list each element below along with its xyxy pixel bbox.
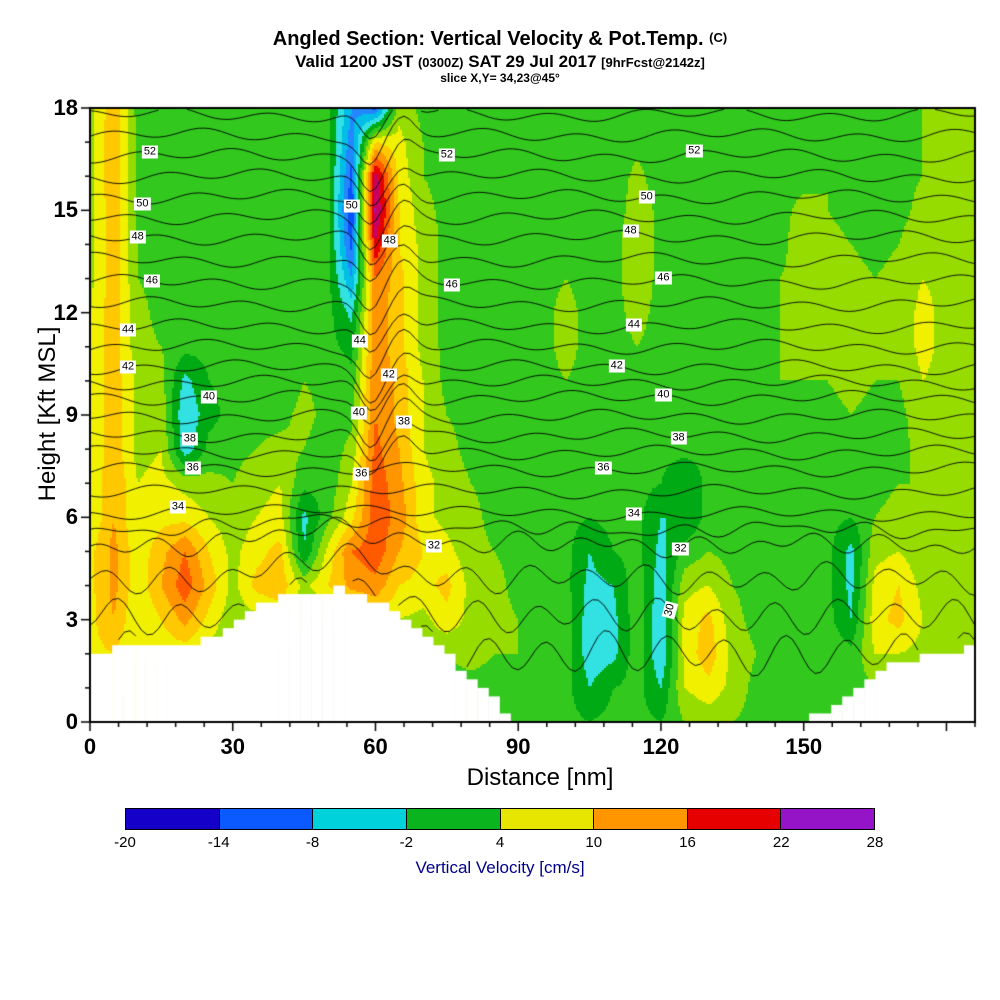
colorbar-tick-label: -14	[207, 834, 230, 851]
x-tick-label: 0	[83, 734, 97, 759]
contour-label: 42	[608, 359, 625, 373]
contour-label: 40	[655, 388, 672, 402]
contour-label: 50	[343, 199, 360, 213]
colorbar-tick-label: 22	[772, 834, 790, 851]
colorbar-segment	[126, 809, 220, 829]
contour-label: 40	[350, 406, 367, 420]
contour-label: 48	[129, 230, 146, 244]
contour-label: 36	[353, 467, 370, 481]
colorbar-tick-label: 10	[585, 834, 603, 851]
y-tick-label: 9	[65, 402, 78, 427]
contour-label: 38	[670, 431, 687, 445]
x-tick-label: 90	[505, 734, 531, 759]
contour-label: 44	[625, 318, 642, 332]
contour-label: 34	[625, 507, 642, 521]
colorbar-tick-label: -2	[399, 834, 413, 851]
contour-label: 44	[351, 334, 368, 348]
contour-label: 46	[443, 278, 460, 292]
x-tick-label: 150	[785, 734, 823, 759]
colorbar-tick-label: 4	[495, 834, 505, 851]
colorbar-segment	[594, 809, 688, 829]
y-tick-label: 0	[65, 709, 78, 734]
colorbar-tick-label: -8	[305, 834, 320, 851]
x-axis-label: Distance [nm]	[466, 764, 614, 791]
colorbar-segment	[500, 809, 595, 829]
contour-label: 52	[438, 148, 455, 162]
contour-label: 40	[200, 390, 218, 404]
colorbar-segment	[406, 809, 501, 829]
contour-label: 32	[672, 542, 689, 556]
contour-label: 44	[119, 323, 137, 337]
y-tick-label: 15	[53, 197, 78, 223]
y-tick-label: 18	[53, 95, 78, 120]
contour-label: 52	[141, 145, 159, 159]
y-tick-label: 12	[53, 299, 78, 325]
contour-label: 50	[638, 190, 655, 204]
contour-label: 38	[181, 432, 199, 446]
contour-label: 50	[134, 197, 151, 211]
contour-label: 42	[119, 360, 137, 374]
contour-label: 32	[425, 539, 443, 553]
x-tick-label: 120	[642, 734, 680, 759]
contour-label: 36	[184, 461, 201, 475]
contour-label: 42	[380, 368, 397, 382]
contour-label: 46	[655, 271, 672, 285]
contour-label: 46	[143, 274, 160, 288]
contour-label: 36	[595, 461, 612, 475]
x-tick-label: 30	[220, 734, 245, 759]
colorbar-segment	[313, 809, 407, 829]
contour-label: 34	[169, 500, 187, 514]
colorbar-segment	[687, 809, 782, 829]
contour-label: 38	[395, 415, 413, 429]
contour-label: 52	[686, 144, 703, 158]
y-tick-label: 3	[65, 606, 78, 632]
colorbar-tick-label: 16	[679, 834, 696, 851]
y-tick-label: 6	[65, 504, 78, 530]
colorbar-label: Vertical Velocity [cm/s]	[415, 858, 585, 877]
colorbar-segment	[219, 809, 314, 829]
colorbar	[125, 808, 875, 830]
colorbar-tick-label: -20	[114, 834, 136, 851]
colorbar-tick-label: 28	[866, 834, 884, 851]
colorbar-segment	[781, 809, 874, 829]
contour-label: 48	[622, 224, 639, 238]
contour-label: 48	[381, 234, 398, 248]
x-tick-label: 60	[363, 734, 388, 759]
